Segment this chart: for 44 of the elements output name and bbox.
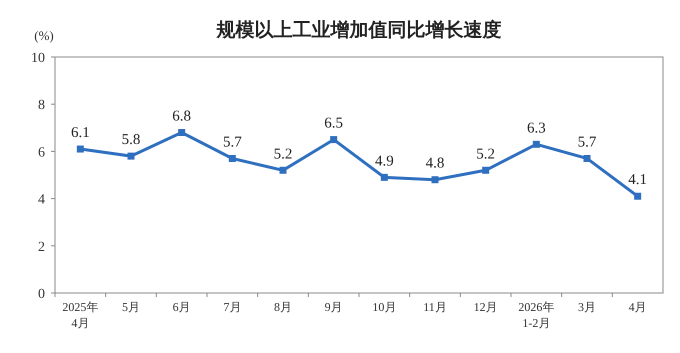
y-tick-label: 6 bbox=[38, 145, 45, 160]
y-axis-title: (%) bbox=[34, 28, 54, 43]
point bbox=[330, 136, 338, 144]
point bbox=[76, 146, 84, 153]
data-label: 4.9 bbox=[374, 153, 394, 170]
x-tick-label: 2026年 1-2月 bbox=[518, 300, 554, 330]
y-tick-label: 0 bbox=[38, 287, 45, 302]
data-label: 6.8 bbox=[172, 108, 192, 125]
x-tick-label: 11月 bbox=[423, 300, 447, 314]
x-tick-label: 2025年 4月 bbox=[62, 300, 98, 330]
chart-title: 规模以上工业增加值同比增长速度 bbox=[216, 19, 502, 41]
y-tick-label: 2 bbox=[38, 240, 45, 255]
point bbox=[228, 154, 236, 162]
point bbox=[482, 166, 490, 174]
x-tick-label: 12月 bbox=[474, 300, 498, 314]
x-tick-label: 4月 bbox=[628, 300, 647, 314]
data-label: 5.7 bbox=[578, 134, 597, 150]
x-tick-label: 6月 bbox=[172, 300, 191, 314]
x-tick-label: 10月 bbox=[372, 300, 396, 314]
x-tick-label: 9月 bbox=[324, 300, 343, 314]
y-tick-label: 8 bbox=[38, 98, 45, 114]
data-label: 6.1 bbox=[70, 125, 90, 142]
data-label: 5.2 bbox=[476, 146, 496, 162]
point bbox=[532, 140, 540, 148]
point bbox=[432, 176, 438, 184]
point bbox=[584, 154, 590, 162]
x-tick-label: 8月 bbox=[274, 300, 292, 314]
x-tick-label: 3月 bbox=[578, 300, 596, 314]
x-tick-label: 5月 bbox=[122, 300, 140, 314]
x-tick-label: 7月 bbox=[223, 300, 242, 314]
point bbox=[380, 174, 388, 181]
y-tick-label: 4 bbox=[38, 192, 45, 208]
data-label: 5.2 bbox=[274, 146, 292, 162]
point bbox=[128, 152, 134, 160]
data-label: 6.3 bbox=[526, 120, 546, 136]
data-label: 5.7 bbox=[222, 134, 242, 150]
data-label: 4.8 bbox=[426, 156, 444, 172]
point bbox=[634, 192, 642, 200]
point bbox=[280, 166, 286, 174]
data-label: 5.8 bbox=[122, 132, 140, 148]
y-tick-label: 10 bbox=[31, 51, 45, 66]
data-label: 6.5 bbox=[324, 116, 344, 132]
data-label: 4.1 bbox=[628, 172, 648, 188]
point bbox=[178, 129, 186, 136]
